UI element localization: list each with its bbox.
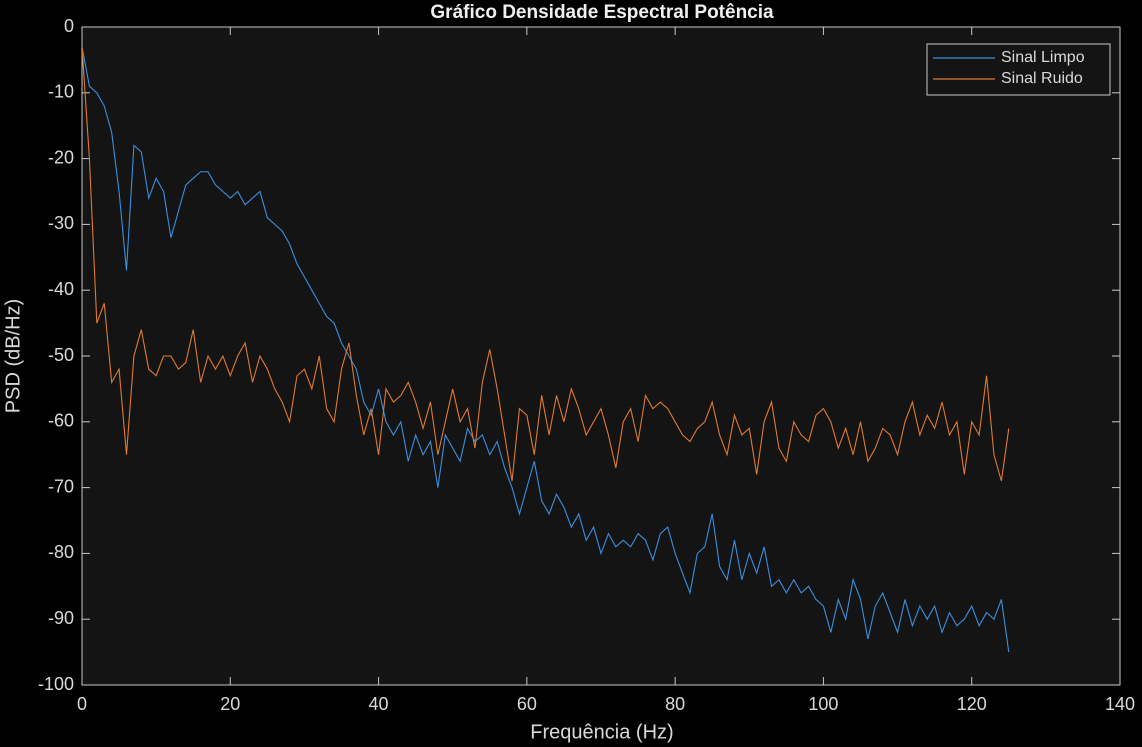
y-tick-label: -70: [48, 476, 74, 496]
y-axis-label: PSD (dB/Hz): [2, 299, 24, 413]
x-tick-label: 140: [1105, 694, 1135, 714]
axes-box: [81, 26, 1121, 686]
x-tick-label: 60: [517, 694, 537, 714]
chart-title: Gráfico Densidade Espectral Potência: [430, 2, 774, 23]
x-tick-label: 100: [808, 694, 838, 714]
y-tick-label: -60: [48, 411, 74, 431]
x-axis-label: Frequência (Hz): [530, 721, 673, 743]
y-tick-label: -30: [48, 213, 74, 233]
plot-lines: [82, 46, 1010, 653]
x-tick-label: 40: [369, 694, 389, 714]
data-line: [82, 46, 1010, 482]
y-tick-label: -10: [48, 82, 74, 102]
legend-label: Sinal Ruido: [1001, 70, 1083, 87]
plot-area: [82, 27, 1120, 685]
x-tick-label: 120: [957, 694, 987, 714]
y-tick-label: -50: [48, 345, 74, 365]
y-tick-label: -90: [48, 608, 74, 628]
x-tick-label: 80: [665, 694, 685, 714]
y-tick-label: -20: [48, 147, 74, 167]
y-tick-label: 0: [64, 16, 74, 36]
x-tick-label: 0: [77, 694, 87, 714]
y-tick-label: -80: [48, 542, 74, 562]
y-tick-label: -40: [48, 279, 74, 299]
legend-label: Sinal Limpo: [1001, 49, 1085, 66]
y-tick-label: -100: [38, 674, 74, 694]
legend-box: [926, 43, 1111, 96]
x-tick-label: 20: [220, 694, 240, 714]
data-line: [82, 46, 1010, 653]
